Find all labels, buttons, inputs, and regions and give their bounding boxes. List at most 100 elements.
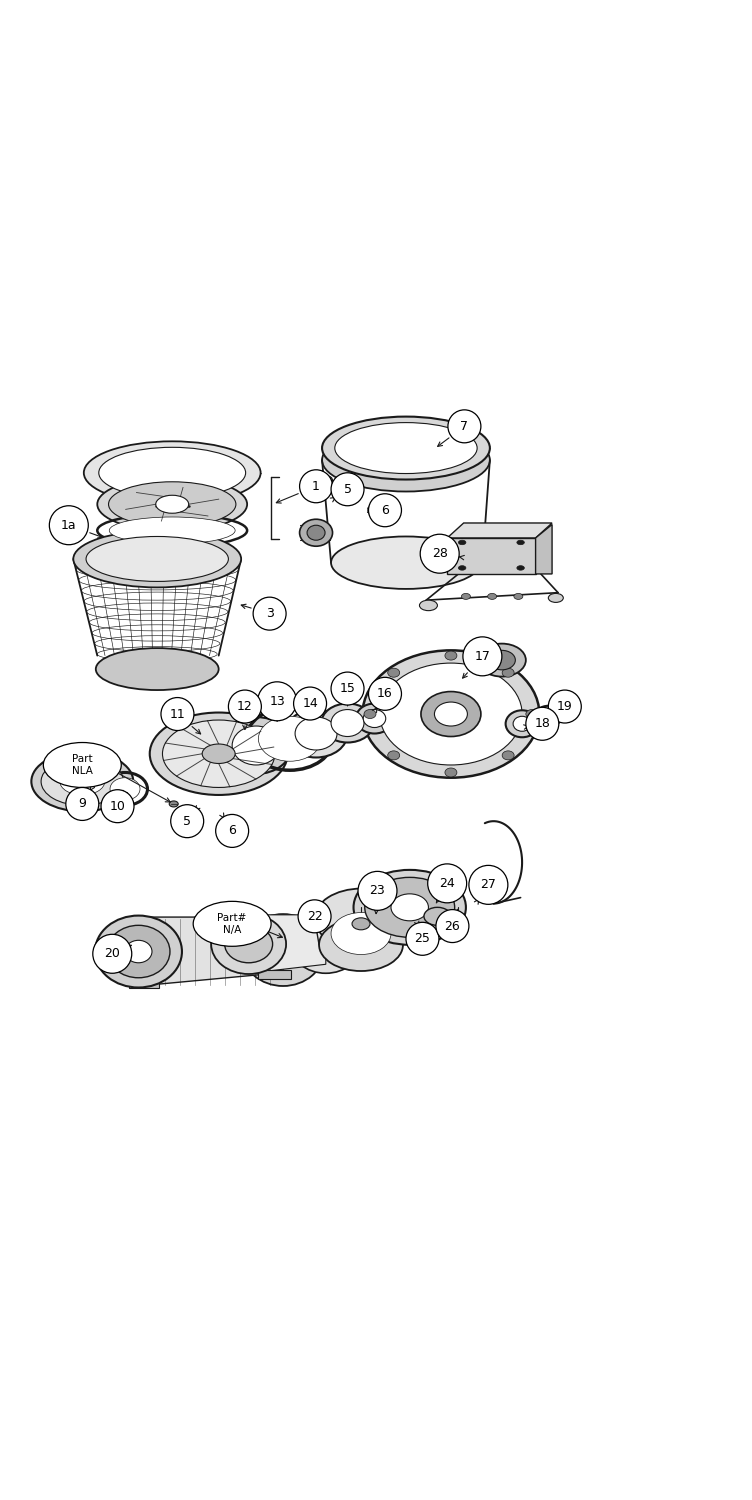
- Ellipse shape: [107, 926, 170, 978]
- Circle shape: [298, 900, 331, 933]
- Circle shape: [368, 494, 402, 526]
- Polygon shape: [129, 978, 159, 987]
- Ellipse shape: [335, 423, 478, 474]
- Ellipse shape: [502, 668, 514, 676]
- Ellipse shape: [380, 663, 522, 765]
- Ellipse shape: [505, 711, 538, 738]
- Ellipse shape: [295, 717, 337, 750]
- Text: 9: 9: [78, 798, 86, 810]
- Circle shape: [526, 708, 559, 741]
- Text: 5: 5: [344, 483, 351, 496]
- Circle shape: [171, 804, 204, 837]
- Circle shape: [92, 934, 132, 974]
- Ellipse shape: [514, 594, 523, 600]
- Ellipse shape: [517, 566, 524, 570]
- Text: 6: 6: [228, 825, 236, 837]
- Text: 12: 12: [237, 700, 253, 712]
- Ellipse shape: [220, 717, 292, 774]
- Text: 13: 13: [269, 694, 285, 708]
- Circle shape: [216, 815, 249, 848]
- Ellipse shape: [44, 742, 121, 788]
- Ellipse shape: [99, 447, 246, 498]
- Polygon shape: [259, 969, 290, 978]
- Ellipse shape: [478, 644, 526, 676]
- Text: 10: 10: [110, 800, 126, 813]
- Circle shape: [293, 687, 326, 720]
- Text: 1: 1: [312, 480, 320, 494]
- Text: 17: 17: [475, 650, 490, 663]
- Text: 20: 20: [105, 948, 120, 960]
- Ellipse shape: [307, 525, 325, 540]
- Ellipse shape: [488, 651, 515, 670]
- Circle shape: [358, 871, 397, 910]
- Ellipse shape: [364, 710, 376, 718]
- Ellipse shape: [108, 482, 236, 526]
- Ellipse shape: [73, 531, 241, 588]
- Ellipse shape: [95, 915, 182, 987]
- Ellipse shape: [331, 710, 364, 736]
- Ellipse shape: [211, 914, 286, 974]
- Circle shape: [229, 690, 262, 723]
- Polygon shape: [138, 916, 283, 986]
- Ellipse shape: [352, 918, 370, 930]
- Text: Part#
N/A: Part# N/A: [217, 914, 247, 934]
- Text: 24: 24: [439, 878, 455, 890]
- Ellipse shape: [96, 648, 219, 690]
- Ellipse shape: [362, 651, 539, 777]
- Circle shape: [299, 470, 332, 502]
- Circle shape: [448, 410, 481, 442]
- Ellipse shape: [125, 940, 152, 963]
- Ellipse shape: [242, 914, 324, 986]
- Ellipse shape: [435, 702, 468, 726]
- Ellipse shape: [421, 692, 481, 736]
- Polygon shape: [447, 538, 535, 574]
- Ellipse shape: [97, 477, 247, 531]
- Text: 14: 14: [302, 698, 318, 709]
- Text: 16: 16: [377, 687, 393, 700]
- Circle shape: [368, 678, 402, 711]
- Ellipse shape: [462, 594, 471, 600]
- Ellipse shape: [290, 914, 362, 974]
- Circle shape: [161, 698, 194, 730]
- Ellipse shape: [353, 870, 466, 945]
- Ellipse shape: [177, 807, 186, 813]
- Text: 5: 5: [183, 815, 191, 828]
- Circle shape: [420, 534, 459, 573]
- Ellipse shape: [322, 429, 490, 492]
- Ellipse shape: [156, 495, 189, 513]
- Ellipse shape: [450, 918, 468, 930]
- Ellipse shape: [186, 813, 195, 819]
- Text: 27: 27: [481, 879, 496, 891]
- Text: 18: 18: [535, 717, 550, 730]
- Text: 23: 23: [370, 885, 385, 897]
- Ellipse shape: [321, 704, 374, 742]
- Ellipse shape: [41, 758, 123, 806]
- Circle shape: [548, 690, 581, 723]
- Text: 11: 11: [170, 708, 185, 720]
- Polygon shape: [447, 524, 552, 538]
- Text: Part
NLA: Part NLA: [72, 754, 92, 776]
- Ellipse shape: [526, 710, 538, 718]
- Ellipse shape: [322, 417, 490, 480]
- Ellipse shape: [502, 752, 514, 760]
- Ellipse shape: [541, 711, 556, 723]
- Ellipse shape: [487, 594, 496, 600]
- Ellipse shape: [169, 801, 178, 807]
- Text: 19: 19: [557, 700, 573, 712]
- Ellipse shape: [314, 888, 408, 948]
- Ellipse shape: [548, 594, 563, 603]
- Text: 1a: 1a: [61, 519, 77, 531]
- Ellipse shape: [109, 518, 235, 544]
- Circle shape: [469, 865, 508, 904]
- Ellipse shape: [356, 704, 393, 734]
- Text: 28: 28: [432, 548, 447, 560]
- Ellipse shape: [391, 894, 429, 921]
- Circle shape: [428, 864, 467, 903]
- Circle shape: [101, 789, 134, 822]
- Ellipse shape: [320, 476, 332, 484]
- Ellipse shape: [459, 540, 466, 544]
- Ellipse shape: [284, 710, 347, 758]
- Ellipse shape: [388, 668, 400, 676]
- Ellipse shape: [535, 706, 562, 728]
- Ellipse shape: [445, 768, 457, 777]
